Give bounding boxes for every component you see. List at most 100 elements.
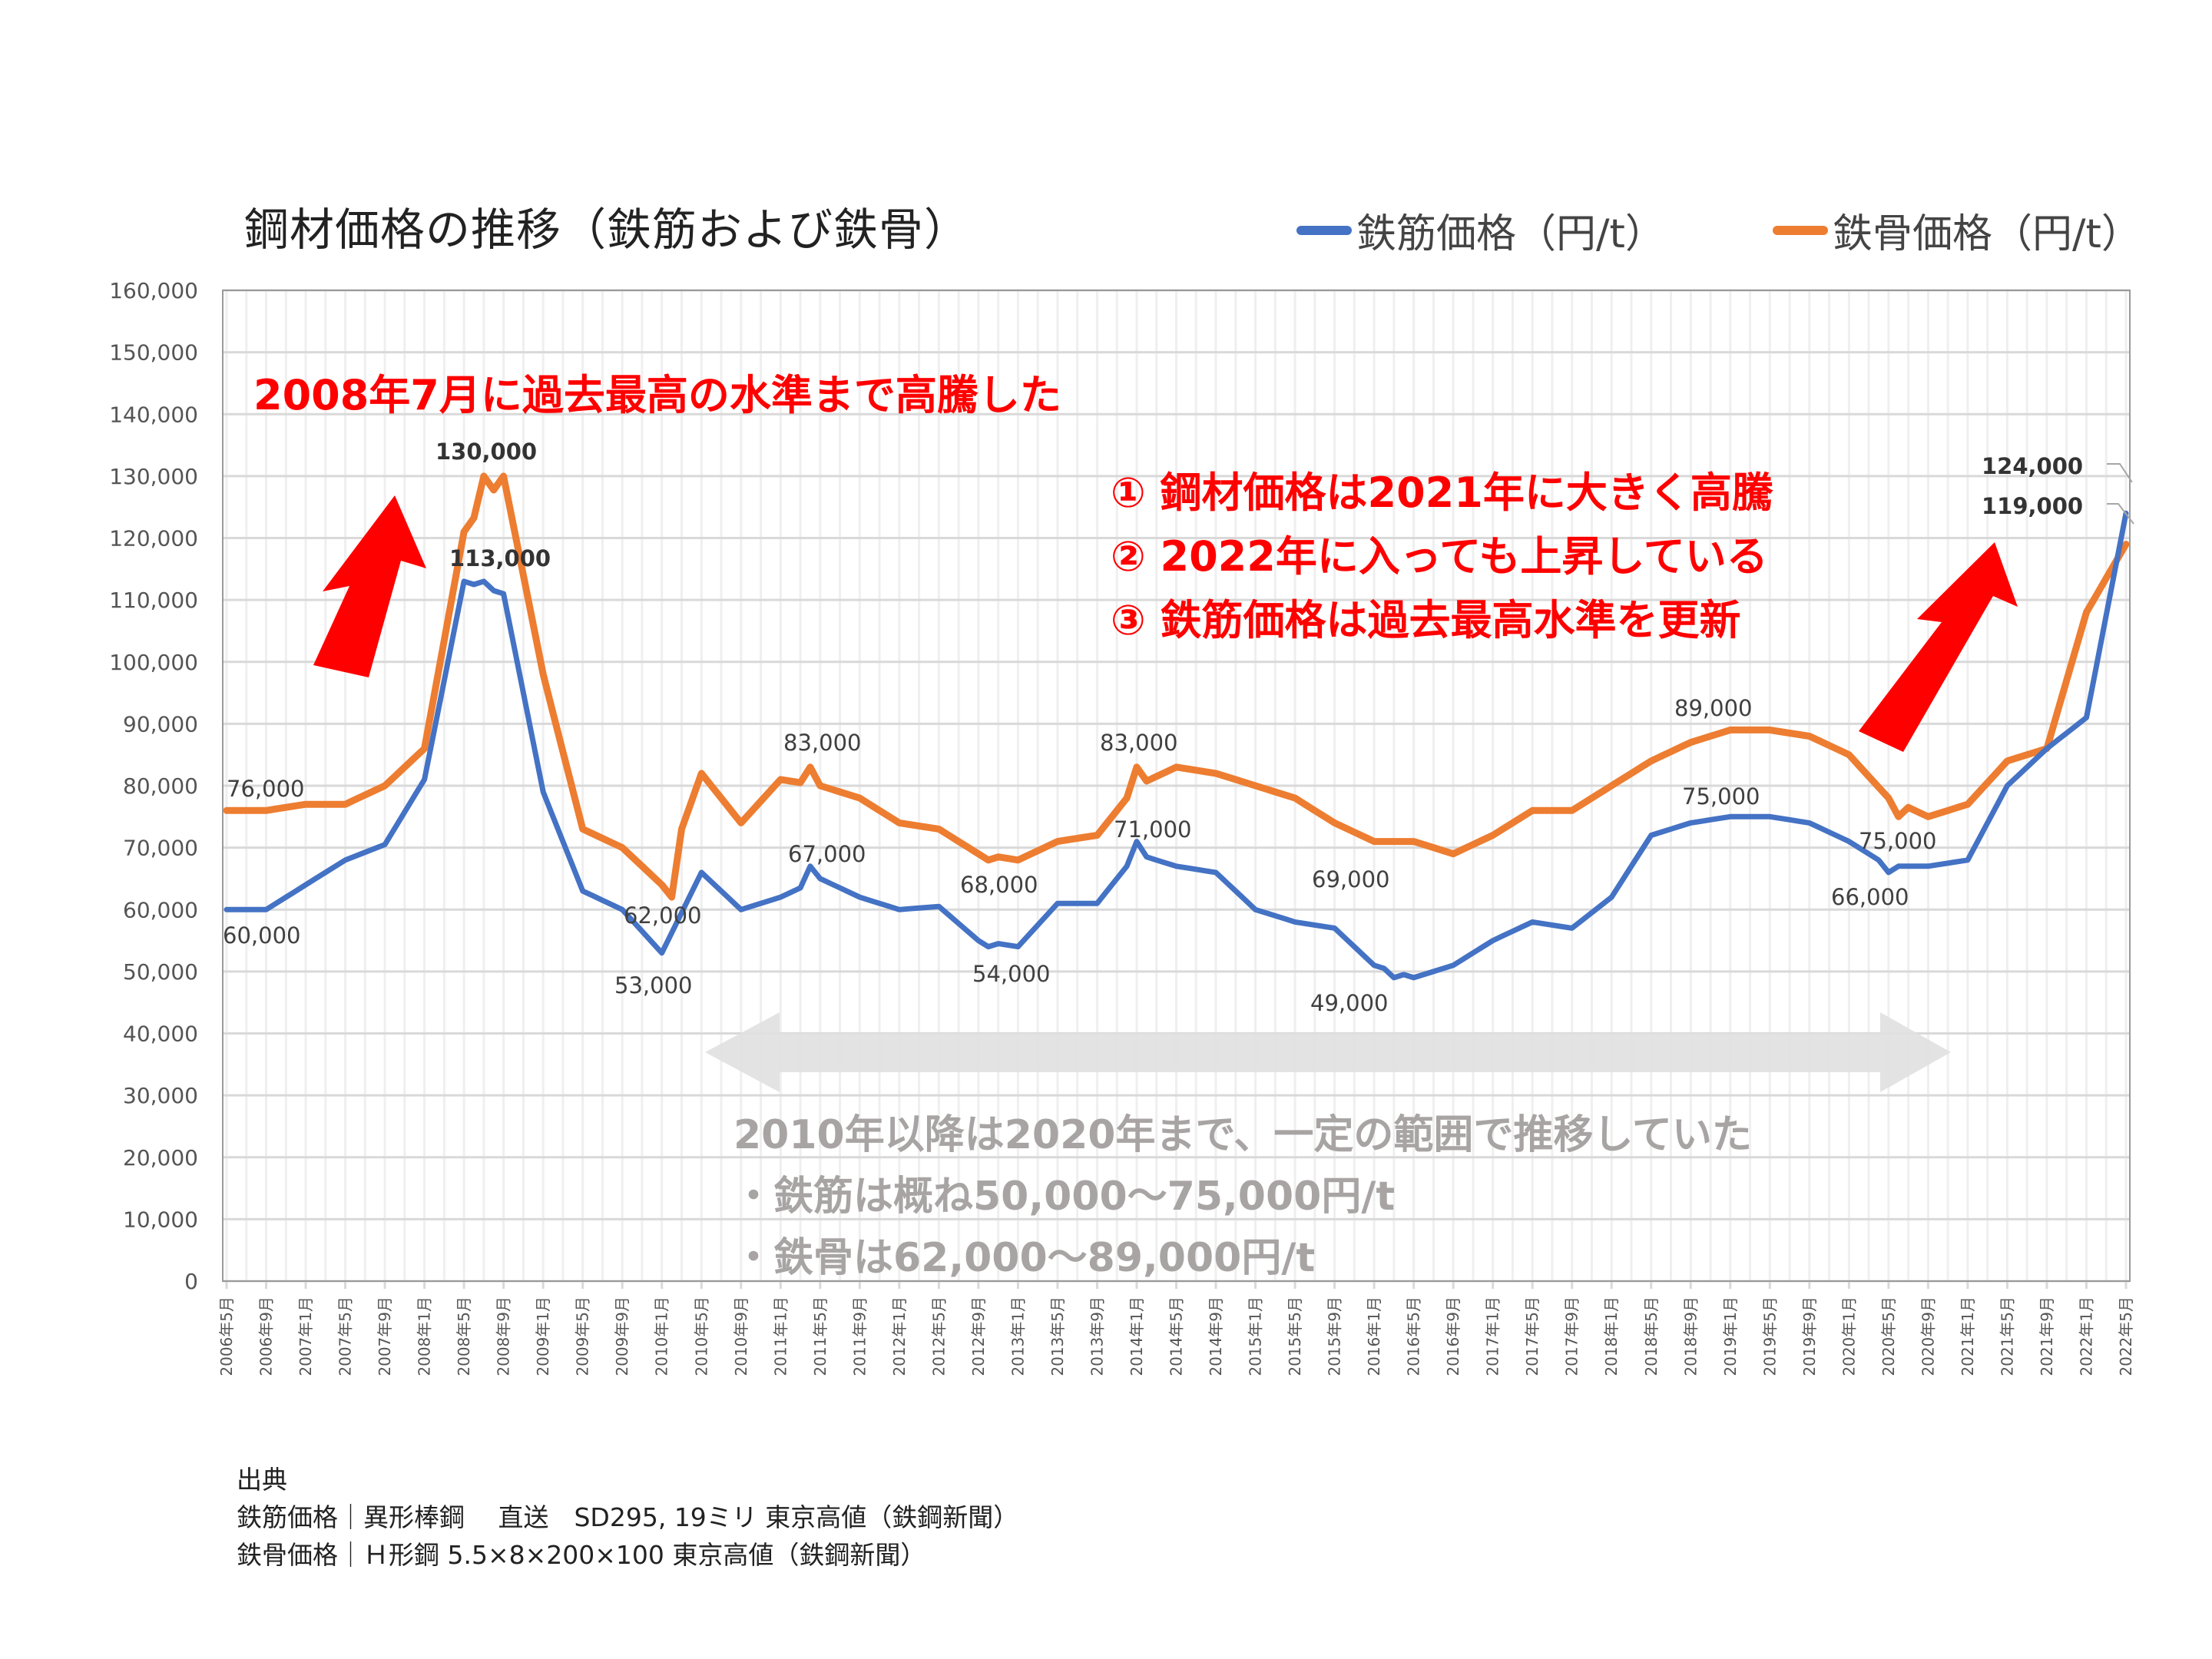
x-axis-ticks: 2006年5月 2006年9月 2007年1月 2007年5月 2007年9月 2008年… — [217, 1281, 2135, 1376]
annotation-point-1: ① 鋼材価格は2021年に大きく高騰 — [1111, 469, 1773, 517]
data-label: 75,000 — [1859, 828, 1936, 854]
x-tick-label: 2019年1月 — [1721, 1296, 1740, 1376]
x-tick-label: 2012年9月 — [969, 1296, 988, 1376]
x-tick-label: 2013年1月 — [1008, 1296, 1027, 1376]
data-label: 124,000 — [1982, 453, 2083, 479]
x-tick-label: 2016年5月 — [1405, 1296, 1423, 1376]
data-label: 119,000 — [1982, 493, 2083, 519]
x-tick-label: 2016年9月 — [1444, 1296, 1462, 1376]
data-label: 69,000 — [1312, 866, 1389, 892]
legend-swatch-orange-icon — [1773, 225, 1828, 235]
x-tick-label: 2017年9月 — [1563, 1296, 1581, 1376]
data-label: 113,000 — [449, 545, 551, 571]
data-label: 66,000 — [1831, 884, 1909, 910]
plot-border — [222, 290, 2131, 1282]
x-tick-label: 2015年9月 — [1326, 1296, 1344, 1376]
x-tick-label: 2011年1月 — [771, 1296, 790, 1376]
data-label: 68,000 — [960, 872, 1038, 898]
series-line-rebar — [224, 510, 2129, 981]
data-label: 89,000 — [1674, 695, 1752, 721]
x-tick-label: 2007年1月 — [296, 1296, 315, 1376]
y-tick-label: 20,000 — [123, 1145, 198, 1171]
x-tick-label: 2009年5月 — [574, 1296, 592, 1376]
y-tick-label: 0 — [184, 1269, 198, 1294]
arrow-up-red-icon-2 — [1859, 542, 2018, 752]
x-tick-label: 2006年9月 — [257, 1296, 276, 1376]
legend-item-steel: 鉄骨価格（円/t） — [1773, 201, 2141, 259]
annotation-2008-peak: 2008年7月に過去最高の水準まで高騰した — [253, 371, 1061, 419]
x-tick-label: 2015年1月 — [1247, 1296, 1265, 1376]
x-tick-label: 2007年9月 — [376, 1296, 394, 1376]
x-tick-label: 2011年9月 — [850, 1296, 869, 1376]
x-tick-label: 2009年1月 — [534, 1296, 552, 1376]
x-tick-label: 2022年5月 — [2117, 1296, 2135, 1376]
x-tick-label: 2017年1月 — [1484, 1296, 1502, 1376]
y-tick-label: 100,000 — [109, 650, 198, 675]
legend-item-rebar: 鉄筋価格（円/t） — [1296, 201, 1665, 259]
x-tick-label: 2012年1月 — [890, 1296, 909, 1376]
x-tick-label: 2014年5月 — [1167, 1296, 1186, 1376]
annotation-points: ① 鋼材価格は2021年に大きく高騰 ② 2022年に入っても上昇している ③ … — [1111, 461, 1773, 652]
x-tick-label: 2019年5月 — [1760, 1296, 1779, 1376]
x-tick-label: 2008年1月 — [416, 1296, 434, 1376]
source-note: 出典 鉄筋価格｜異形棒鋼 直送 SD295, 19ミリ 東京高値（鉄鋼新聞） 鉄… — [237, 1461, 1018, 1574]
y-tick-label: 110,000 — [109, 588, 198, 613]
legend-label-steel: 鉄骨価格（円/t） — [1833, 211, 2141, 257]
leader-line — [2107, 463, 2133, 483]
data-label: 130,000 — [435, 439, 537, 465]
y-tick-label: 70,000 — [123, 836, 198, 861]
x-tick-label: 2008年9月 — [495, 1296, 513, 1376]
x-tick-label: 2012年5月 — [929, 1296, 948, 1376]
x-tick-label: 2020年9月 — [1919, 1296, 1937, 1376]
y-tick-label: 60,000 — [123, 897, 198, 922]
annotation-range-rebar: ・鉄筋は概ね50,000～75,000円/t — [733, 1174, 1396, 1220]
x-tick-label: 2015年5月 — [1286, 1296, 1304, 1376]
x-tick-label: 2019年9月 — [1800, 1296, 1819, 1376]
x-tick-label: 2014年1月 — [1128, 1296, 1146, 1376]
x-tick-label: 2018年1月 — [1602, 1296, 1621, 1376]
x-tick-label: 2009年9月 — [613, 1296, 631, 1376]
data-label: 54,000 — [972, 961, 1050, 987]
x-tick-label: 2018年5月 — [1642, 1296, 1661, 1376]
x-tick-label: 2010年9月 — [732, 1296, 750, 1376]
x-tick-label: 2013年5月 — [1048, 1296, 1067, 1376]
x-tick-label: 2016年1月 — [1365, 1296, 1383, 1376]
data-label: 67,000 — [788, 841, 866, 867]
data-label: 71,000 — [1114, 816, 1191, 843]
x-tick-label: 2020年1月 — [1839, 1296, 1858, 1376]
data-label: 62,000 — [624, 902, 701, 929]
x-tick-label: 2022年1月 — [2077, 1296, 2095, 1376]
source-line-steel: 鉄骨価格｜Ｈ形鋼 5.5×8×200×100 東京高値（鉄鋼新聞） — [237, 1540, 926, 1570]
double-arrow-gray-icon — [705, 1012, 1951, 1092]
source-heading: 出典 — [237, 1465, 287, 1495]
annotation-point-3: ③ 鉄筋価格は過去最高水準を更新 — [1111, 596, 1741, 644]
source-line-rebar: 鉄筋価格｜異形棒鋼 直送 SD295, 19ミリ 東京高値（鉄鋼新聞） — [237, 1502, 1019, 1532]
data-label: 76,000 — [227, 776, 304, 802]
annotation-range-steel: ・鉄骨は62,000～89,000円/t — [733, 1235, 1316, 1281]
x-tick-label: 2011年5月 — [811, 1296, 830, 1376]
x-tick-label: 2014年9月 — [1207, 1296, 1225, 1376]
x-tick-label: 2021年5月 — [1998, 1296, 2016, 1376]
annotation-range-heading: 2010年以降は2020年まで、一定の範囲で推移していた — [733, 1112, 1752, 1158]
y-tick-label: 150,000 — [109, 340, 198, 366]
y-tick-label: 10,000 — [123, 1207, 198, 1232]
x-tick-label: 2008年5月 — [455, 1296, 473, 1376]
x-tick-label: 2007年5月 — [336, 1296, 355, 1376]
y-tick-label: 40,000 — [123, 1022, 198, 1047]
x-tick-label: 2018年9月 — [1681, 1296, 1700, 1376]
annotation-point-2: ② 2022年に入っても上昇している — [1111, 532, 1768, 581]
data-label: 60,000 — [223, 922, 300, 949]
y-axis-ticks: 0 10,000 20,000 30,000 40,000 50,000 60,000 70,… — [109, 278, 198, 1294]
x-tick-label: 2020年5月 — [1879, 1296, 1898, 1376]
data-label: 83,000 — [783, 730, 861, 756]
x-tick-label: 2010年1月 — [653, 1296, 671, 1376]
x-tick-label: 2010年5月 — [692, 1296, 710, 1376]
y-tick-label: 90,000 — [123, 711, 198, 737]
legend-swatch-blue-icon — [1296, 225, 1352, 235]
x-tick-label: 2017年5月 — [1523, 1296, 1541, 1376]
data-label: 53,000 — [614, 972, 692, 998]
y-tick-label: 120,000 — [109, 526, 198, 551]
data-label: 75,000 — [1682, 783, 1760, 810]
x-tick-label: 2021年9月 — [2038, 1296, 2056, 1376]
